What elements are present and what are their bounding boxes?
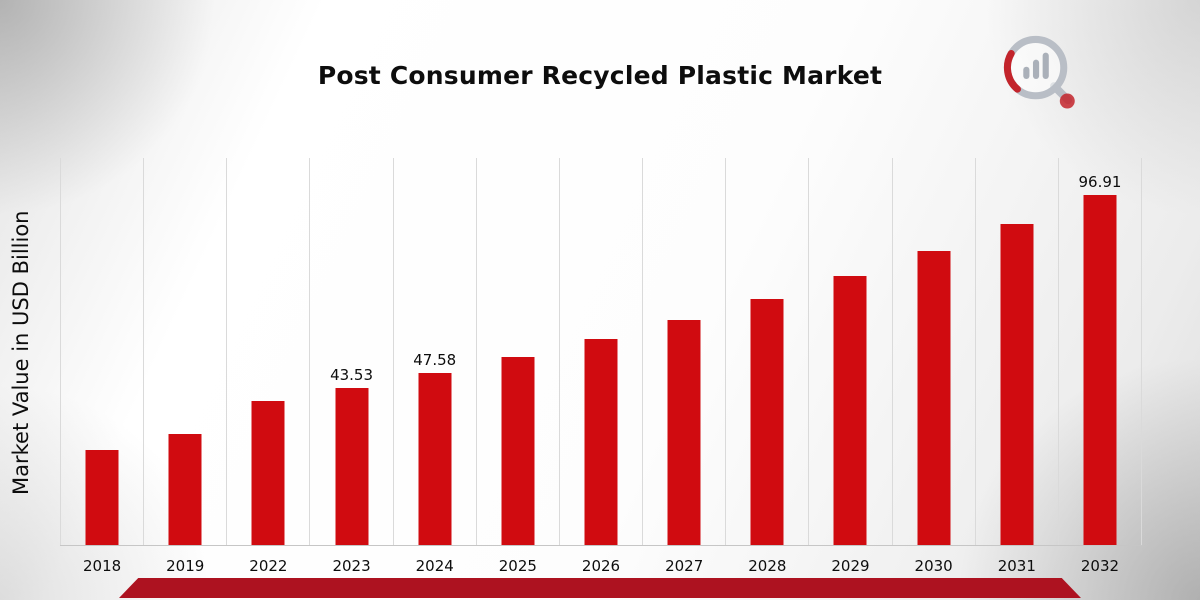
bar-cell-2031: 2031 — [974, 158, 1058, 575]
red-arc — [1003, 49, 1021, 93]
bar-2024: 47.58 — [413, 351, 456, 545]
bar-cell-2029: 2029 — [808, 158, 891, 575]
bar-cell-2026: 2026 — [558, 158, 642, 575]
market-research-future-logo — [992, 28, 1088, 116]
x-tick-label-2027: 2027 — [665, 557, 704, 575]
x-tick-label-2024: 2024 — [415, 557, 454, 575]
logo-red-dot — [1059, 93, 1075, 109]
bar-2022 — [251, 400, 285, 545]
logo-graphic — [1003, 35, 1075, 109]
page-title: Post Consumer Recycled Plastic Market — [317, 60, 883, 90]
logo-bar-3 — [1042, 52, 1049, 80]
logo-bar-1 — [1023, 66, 1030, 80]
bar-cell-2024: 47.58 2024 — [392, 158, 476, 575]
x-tick-label-2026: 2026 — [581, 557, 621, 575]
bar-2025 — [501, 356, 535, 545]
plot-area: 2018 2019 2022 43.53 2023 47.58 2024 2025 2026 20… — [60, 158, 1143, 575]
bar-cell-2018: 2018 — [60, 158, 143, 575]
x-tick-label-2029: 2029 — [831, 557, 870, 575]
bar-cell-2019: 2019 — [143, 158, 226, 575]
bar-2027 — [667, 320, 701, 545]
x-tick-label-2025: 2025 — [498, 557, 537, 575]
bar-cell-2027: 2027 — [642, 158, 725, 575]
bar-2029 — [833, 276, 867, 545]
x-tick-label-2023: 2023 — [332, 557, 371, 575]
bar-cell-2032: 96.91 2032 — [1057, 158, 1143, 575]
x-tick-label-2031: 2031 — [997, 557, 1036, 575]
bar-cell-2030: 2030 — [891, 158, 975, 575]
x-tick-label-2028: 2028 — [748, 557, 787, 575]
bar-cell-2025: 2025 — [475, 158, 559, 575]
bar-2031 — [1000, 224, 1034, 545]
bar-cell-2022: 2022 — [226, 158, 309, 575]
x-tick-label-2030: 2030 — [914, 557, 953, 575]
bar-value-label-2024: 47.58 — [413, 350, 457, 369]
bar-cell-2028: 2028 — [725, 158, 808, 575]
y-axis-label: Market Value in USD Billion — [9, 210, 33, 495]
x-tick-label-2019: 2019 — [166, 557, 205, 575]
bar-value-label-2023: 43.53 — [330, 365, 374, 384]
x-tick-label-2022: 2022 — [249, 557, 288, 575]
bar-2019 — [168, 434, 202, 545]
x-tick-label-2018: 2018 — [82, 557, 122, 575]
x-tick-label-2032: 2032 — [1080, 557, 1120, 575]
bar-2032: 96.91 — [1078, 173, 1121, 545]
bar-2023: 43.53 — [330, 366, 373, 545]
bar-2026 — [584, 339, 618, 545]
bottom-ribbon — [119, 578, 1081, 598]
bar-cell-2023: 43.53 2023 — [309, 158, 392, 575]
bar-2028 — [750, 299, 784, 545]
logo-bar-2 — [1032, 59, 1040, 80]
bar-value-label-2032: 96.91 — [1078, 172, 1122, 191]
bar-2030 — [917, 251, 951, 545]
bar-2018 — [85, 449, 119, 545]
